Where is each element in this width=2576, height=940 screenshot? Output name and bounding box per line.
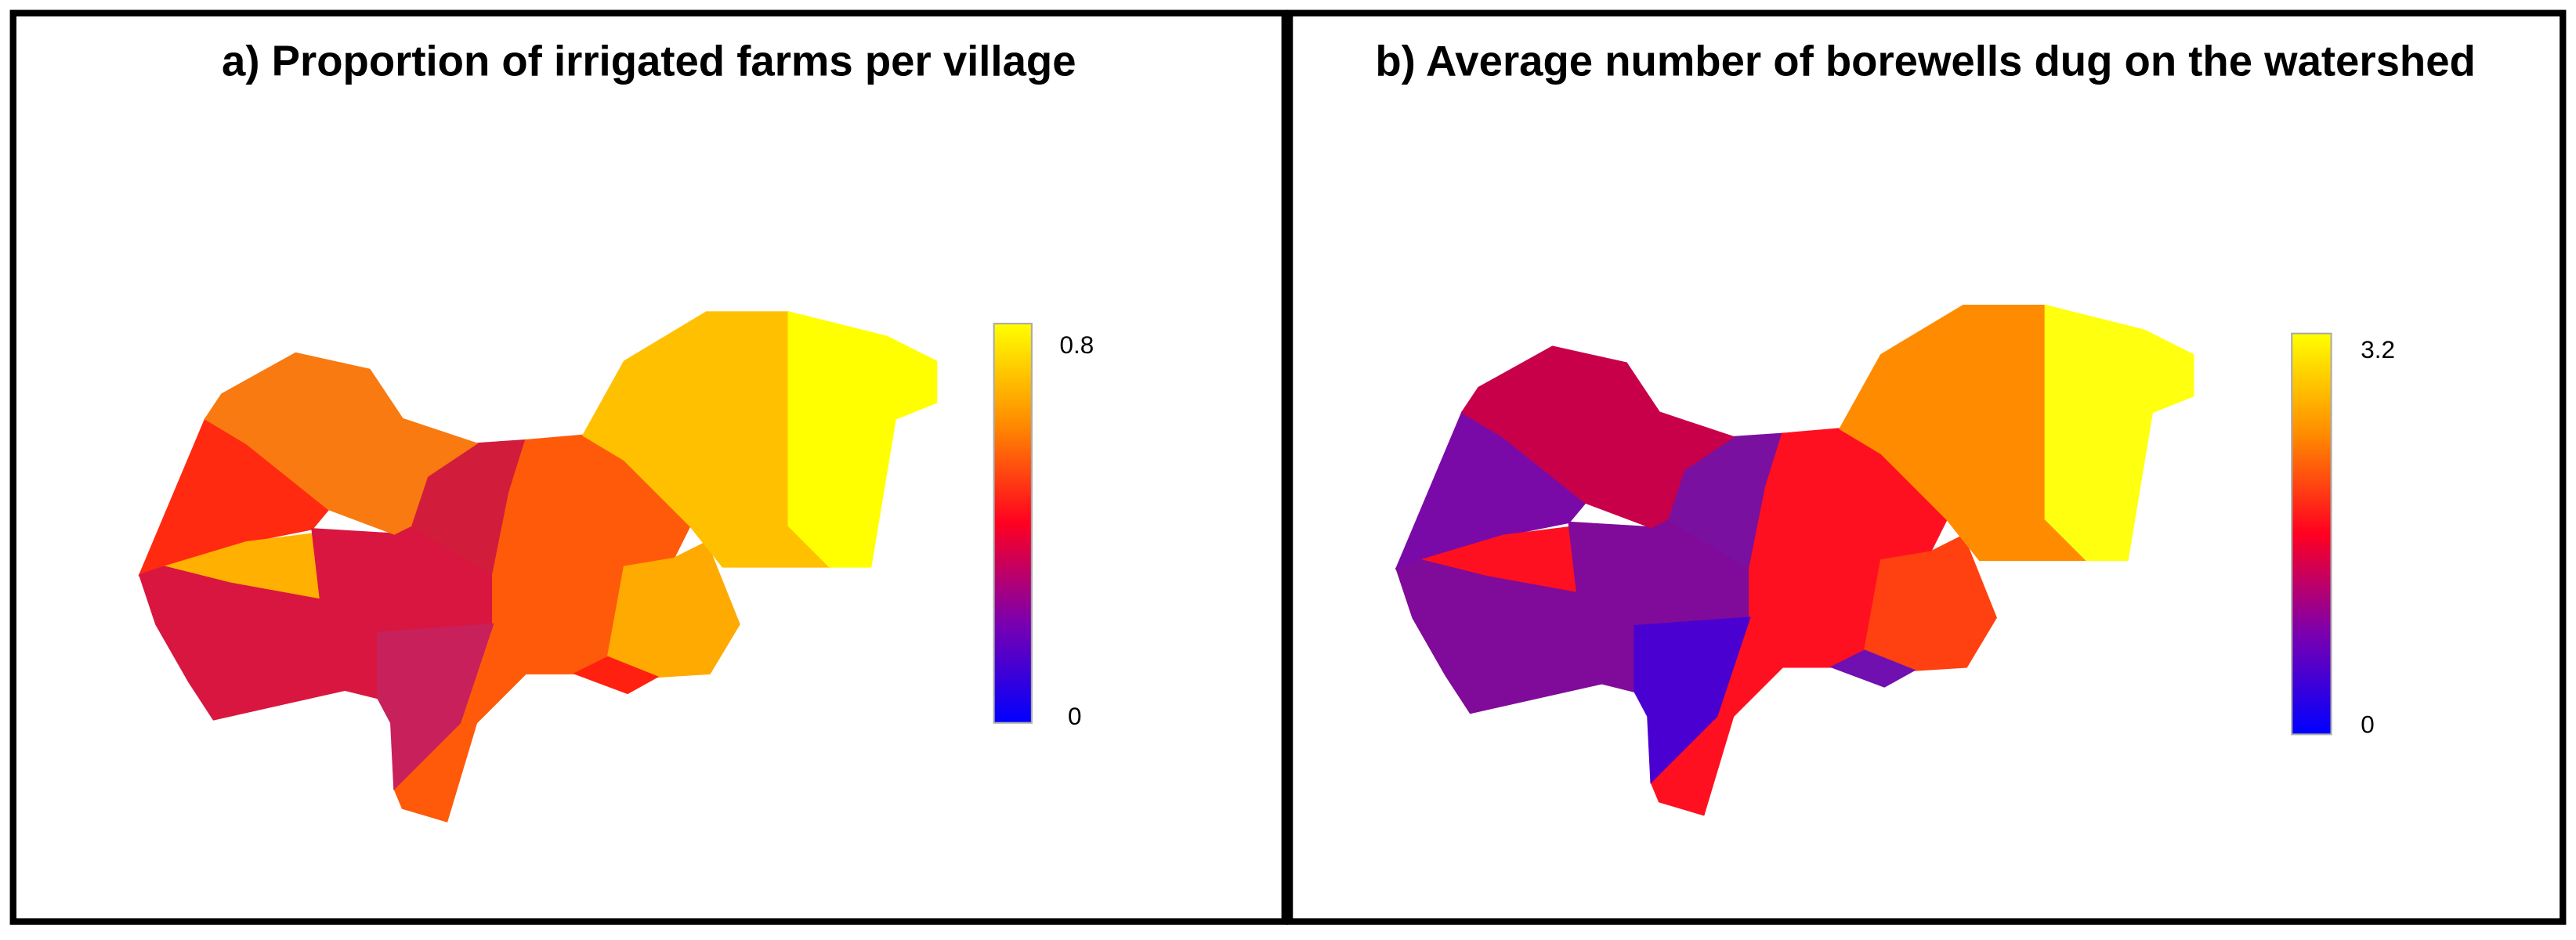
colorbar xyxy=(993,323,1033,724)
village-region xyxy=(1829,649,1916,688)
panel-title: a) Proportion of irrigated farms per vil… xyxy=(222,37,1076,85)
colorbar-max-label: 0.8 xyxy=(1060,331,1094,359)
village-region xyxy=(204,352,479,535)
colorbar xyxy=(2291,332,2332,736)
village-region xyxy=(606,540,740,678)
map xyxy=(1395,304,2194,816)
village-region xyxy=(1460,345,1735,529)
village-region xyxy=(573,656,660,695)
village-region xyxy=(787,311,938,568)
colorbar-min-label: 0 xyxy=(2361,710,2374,738)
village-region xyxy=(1634,616,1751,784)
panel-title: b) Average number of borewells dug on th… xyxy=(1375,37,2475,85)
panel-frame xyxy=(1286,9,2567,925)
village-region xyxy=(377,623,494,791)
village-region xyxy=(2044,304,2194,562)
colorbar-max-label: 3.2 xyxy=(2361,336,2395,363)
colorbar-min-label: 0 xyxy=(1068,703,1081,730)
panel-frame xyxy=(9,9,1288,925)
village-region xyxy=(1863,534,1997,671)
map xyxy=(138,311,938,822)
